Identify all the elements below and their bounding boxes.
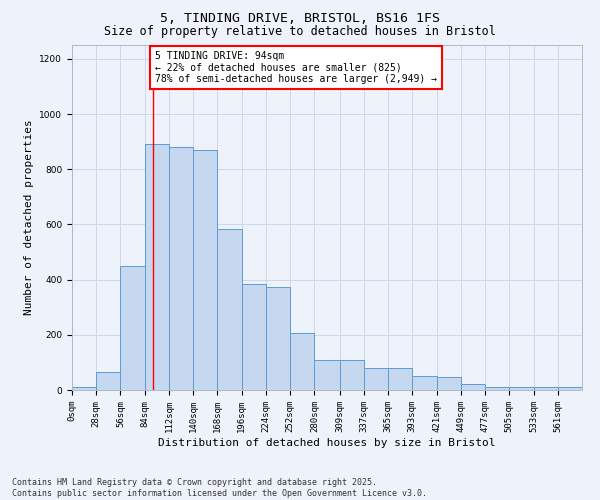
Bar xyxy=(242,284,266,390)
Y-axis label: Number of detached properties: Number of detached properties xyxy=(24,120,34,316)
Bar xyxy=(72,387,96,390)
Bar xyxy=(558,387,582,390)
Bar xyxy=(485,386,509,390)
Bar xyxy=(145,144,169,390)
Bar xyxy=(121,266,145,390)
Bar xyxy=(266,286,290,390)
Bar xyxy=(533,386,558,390)
Bar xyxy=(364,368,388,390)
Bar xyxy=(169,147,193,390)
Bar xyxy=(509,386,533,390)
Text: Size of property relative to detached houses in Bristol: Size of property relative to detached ho… xyxy=(104,25,496,38)
Bar xyxy=(412,376,437,390)
X-axis label: Distribution of detached houses by size in Bristol: Distribution of detached houses by size … xyxy=(158,438,496,448)
Bar xyxy=(290,334,314,390)
Text: 5, TINDING DRIVE, BRISTOL, BS16 1FS: 5, TINDING DRIVE, BRISTOL, BS16 1FS xyxy=(160,12,440,26)
Text: 5 TINDING DRIVE: 94sqm
← 22% of detached houses are smaller (825)
78% of semi-de: 5 TINDING DRIVE: 94sqm ← 22% of detached… xyxy=(155,50,437,84)
Bar xyxy=(340,360,364,390)
Bar xyxy=(461,384,485,390)
Bar xyxy=(388,368,412,390)
Bar xyxy=(314,360,340,390)
Bar xyxy=(193,150,217,390)
Bar xyxy=(437,377,461,390)
Text: Contains HM Land Registry data © Crown copyright and database right 2025.
Contai: Contains HM Land Registry data © Crown c… xyxy=(12,478,427,498)
Bar xyxy=(217,228,242,390)
Bar xyxy=(96,372,121,390)
